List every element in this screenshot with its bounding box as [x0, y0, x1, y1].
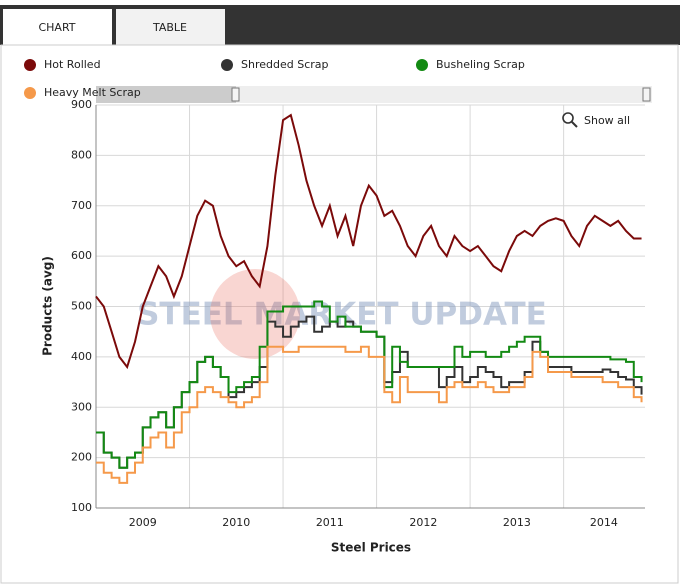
- legend-swatch: [24, 87, 36, 99]
- zoom-icon: [562, 112, 574, 124]
- navigator-handle[interactable]: [642, 87, 651, 102]
- y-tick-label: 700: [71, 199, 92, 212]
- legend-label: Busheling Scrap: [436, 58, 525, 71]
- legend-swatch: [221, 59, 233, 71]
- legend-label: Shredded Scrap: [241, 58, 329, 71]
- y-tick-label: 500: [71, 300, 92, 313]
- legend-label: Hot Rolled: [44, 58, 101, 71]
- show-all-button[interactable]: Show all: [562, 112, 630, 128]
- x-tick-label: 2011: [316, 516, 344, 529]
- tab-chart[interactable]: [3, 9, 112, 45]
- x-tick-label: 2010: [222, 516, 250, 529]
- y-tick-label: 600: [71, 249, 92, 262]
- tab-label: CHART: [38, 21, 75, 34]
- x-tick-label: 2013: [503, 516, 531, 529]
- navigator-handle[interactable]: [231, 87, 240, 102]
- y-tick-label: 200: [71, 451, 92, 464]
- legend-item[interactable]: Busheling Scrap: [416, 58, 525, 71]
- tab-table[interactable]: [116, 9, 225, 45]
- series-line: [95, 113, 642, 370]
- panel: [0, 44, 679, 584]
- y-axis-title: Products (avg): [41, 256, 55, 356]
- show-all: Show all: [584, 114, 630, 127]
- navigator-mask: [96, 86, 236, 103]
- x-tick-label: 2012: [409, 516, 437, 529]
- tab-bar: [0, 5, 680, 45]
- zoom-icon: [571, 121, 578, 128]
- y-tick-label: 300: [71, 400, 92, 413]
- legend-label: Heavy Melt Scrap: [44, 86, 141, 99]
- x-tick-label: 2014: [590, 516, 618, 529]
- watermark-logo: [210, 269, 300, 359]
- series-line: [96, 345, 643, 484]
- legend-item[interactable]: Hot Rolled: [24, 58, 101, 71]
- y-tick-label: 800: [71, 148, 92, 161]
- y-tick-label: 400: [71, 350, 92, 363]
- series-line: [96, 300, 643, 469]
- x-tick-label: 2009: [129, 516, 157, 529]
- y-tick-label: 100: [71, 501, 92, 514]
- tab-label: TABLE: [152, 21, 187, 34]
- legend-swatch: [24, 59, 36, 71]
- legend-swatch: [416, 59, 428, 71]
- legend-item[interactable]: Heavy Melt Scrap: [24, 86, 141, 99]
- y-tick-label: 900: [71, 98, 92, 111]
- series-line: [96, 315, 643, 469]
- legend-item[interactable]: Shredded Scrap: [221, 58, 329, 71]
- x-axis-title: Steel Prices: [331, 541, 411, 555]
